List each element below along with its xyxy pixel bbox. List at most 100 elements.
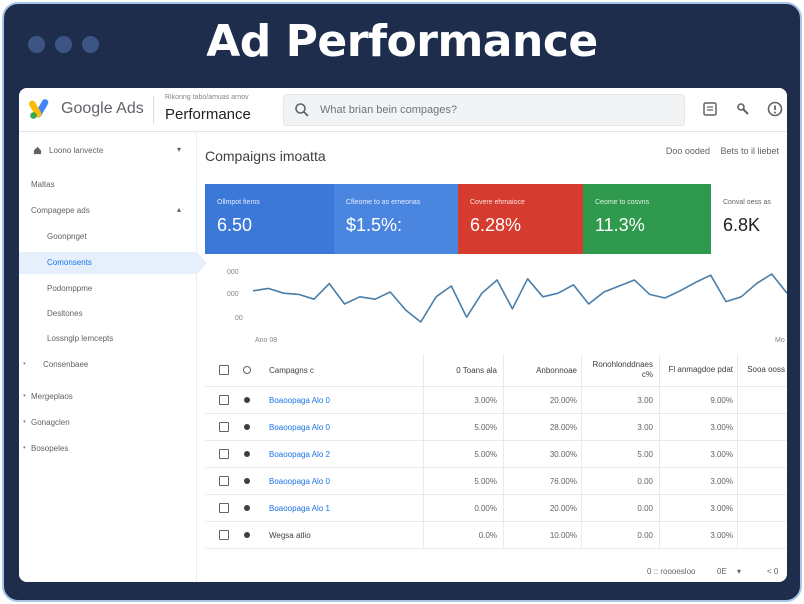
radio[interactable] xyxy=(243,366,251,374)
page-title: Performance xyxy=(165,106,251,123)
table-row[interactable]: Boaoopaga Alo 0 3.00% 20.00% 3.00 9.00% xyxy=(205,387,787,414)
column-divider xyxy=(581,414,582,440)
google-ads-logo-icon xyxy=(29,99,49,119)
help-icon[interactable] xyxy=(767,101,783,117)
metric-tiles: Ollmpot fiems 6.50 Cfleome to as erneona… xyxy=(205,184,787,254)
metric-tile[interactable]: Cfleome to as erneonas $1.5%: xyxy=(334,184,458,254)
row-checkbox-cell[interactable] xyxy=(219,414,229,440)
row-checkbox-cell[interactable] xyxy=(219,387,229,413)
search-input[interactable] xyxy=(320,101,660,119)
metric-value: 6.28% xyxy=(470,215,522,235)
status-radio[interactable] xyxy=(243,354,251,386)
column-divider xyxy=(423,468,424,494)
sidebar-item-bosopeles[interactable]: • Bosopeles xyxy=(19,438,197,460)
checkbox[interactable] xyxy=(219,422,229,432)
column-divider xyxy=(581,468,582,494)
metric-tile[interactable]: Covere ehmaioce 6.28% xyxy=(458,184,583,254)
sidebar-item-maltas[interactable]: Maltas xyxy=(19,174,197,196)
search-icon[interactable] xyxy=(294,102,310,118)
metric-tile[interactable]: Conval oess as 6.8K xyxy=(711,184,787,254)
table-row[interactable]: Boaoopaga Alo 0 5.00% 76.00% 0.00 3.00% xyxy=(205,468,787,495)
page-size-select[interactable]: 0E xyxy=(717,567,727,576)
select-all-checkbox[interactable] xyxy=(219,354,229,386)
metric-tile[interactable]: Ollmpot fiems 6.50 xyxy=(205,184,334,254)
sidebar-item-goonpnget[interactable]: Goonpnget xyxy=(19,226,197,248)
sidebar-item-mergeplaos[interactable]: • Mergeplaos xyxy=(19,386,197,408)
breadcrumb[interactable]: Rikonng tabo/amuas arnov xyxy=(165,94,249,101)
table-row[interactable]: Boaoopaga Alo 0 5.00% 28.00% 3.00 3.00% xyxy=(205,414,787,441)
column-divider xyxy=(737,414,738,440)
sidebar-item-campaigns-ads[interactable]: Compagepe ads ▴ xyxy=(19,200,197,222)
metric-label: Ceome to cosvns xyxy=(595,199,650,206)
status-dot-icon xyxy=(244,478,250,484)
campaign-name[interactable]: Boaoopaga Alo 0 xyxy=(269,422,330,432)
sidebar-item-desltones[interactable]: Desltones xyxy=(19,303,197,325)
table-cell: 3.00% xyxy=(710,503,733,513)
metric-value: 11.3% xyxy=(595,215,645,235)
table-row[interactable]: Wegsa atlio 0.0% 10.00% 0.00 3.00% xyxy=(205,522,787,549)
metric-label: Conval oess as xyxy=(723,199,771,206)
table-cell: 20.00% xyxy=(549,395,577,405)
bullet-icon: • xyxy=(23,417,26,426)
sidebar-item-gonagclen[interactable]: • Gonagclen xyxy=(19,412,197,434)
chevron-down-icon[interactable]: ▾ xyxy=(176,145,181,154)
status-dot-icon xyxy=(244,397,250,403)
row-checkbox-cell[interactable] xyxy=(219,441,229,467)
chevron-down-icon[interactable]: ▾ xyxy=(737,567,742,576)
table-cell: 20.00% xyxy=(549,503,577,513)
column-header[interactable]: Ronohlonddnaes c% xyxy=(592,360,654,379)
report-icon[interactable] xyxy=(702,101,718,117)
table-cell: 0.00 xyxy=(637,476,653,486)
table-row[interactable]: Boaoopaga Alo 1 0.00% 20.00% 0.00 3.00% xyxy=(205,495,787,522)
row-checkbox-cell[interactable] xyxy=(219,468,229,494)
column-header[interactable]: Fl anmagdoe pdat xyxy=(668,365,734,374)
row-checkbox-cell[interactable] xyxy=(219,522,229,548)
section-title: Compaigns imoatta xyxy=(205,148,326,164)
sidebar-item-label: Compagepe ads xyxy=(31,206,90,215)
sidebar-item-lossnglp[interactable]: Lossnglp lemcepts xyxy=(19,328,197,350)
row-checkbox-cell[interactable] xyxy=(219,495,229,521)
column-divider xyxy=(581,354,582,386)
column-header[interactable]: 0 Toans ala xyxy=(456,365,497,375)
tools-icon[interactable] xyxy=(735,101,751,117)
checkbox[interactable] xyxy=(219,476,229,486)
table-row[interactable]: Boaoopaga Alo 2 5.00% 30.00% 5.00 3.00% xyxy=(205,441,787,468)
column-divider xyxy=(659,414,660,440)
checkbox[interactable] xyxy=(219,449,229,459)
metric-tile[interactable]: Ceome to cosvns 11.3% xyxy=(583,184,711,254)
performance-line-chart: 000 000 00 Ano 08 Mo xyxy=(227,269,787,344)
column-header[interactable]: Anbonnoae xyxy=(536,365,577,375)
status-dot-icon xyxy=(244,424,250,430)
campaign-name[interactable]: Boaoopaga Alo 2 xyxy=(269,449,330,459)
table-cell: 5.00% xyxy=(474,476,497,486)
campaign-name[interactable]: Boaoopaga Alo 1 xyxy=(269,503,330,513)
search-bar[interactable] xyxy=(283,94,685,126)
sidebar-item-podomppme[interactable]: Podomppme xyxy=(19,278,197,300)
campaign-name[interactable]: Boaoopaga Alo 0 xyxy=(269,476,330,486)
y-tick-label: 00 xyxy=(235,315,243,322)
column-divider xyxy=(659,441,660,467)
sidebar-item-label: Desltones xyxy=(47,309,83,318)
checkbox[interactable] xyxy=(219,530,229,540)
header-link[interactable]: Doo ooded xyxy=(665,146,710,156)
column-divider xyxy=(737,468,738,494)
checkbox[interactable] xyxy=(219,503,229,513)
column-header[interactable]: Campagns c xyxy=(269,365,314,375)
brand-name[interactable]: Google Ads xyxy=(61,100,144,117)
sidebar-item-comonsents[interactable]: Comonsents xyxy=(19,252,207,274)
metric-label: Cfleome to as erneonas xyxy=(346,199,421,206)
campaign-name[interactable]: Boaoopaga Alo 0 xyxy=(269,395,330,405)
sidebar-item-label: Gonagclen xyxy=(31,418,70,427)
pagination-label: 0 :: roooesloo xyxy=(647,567,696,576)
sidebar-item-overview[interactable]: Loono lanvecte ▾ xyxy=(19,140,197,162)
column-divider xyxy=(423,387,424,413)
sidebar-item-consenbaee[interactable]: • Consenbaee xyxy=(19,354,197,376)
header-links: Doo ooded Bets to il liebet xyxy=(658,146,779,156)
pagination-nav[interactable]: < 0 xyxy=(767,567,779,576)
checkbox[interactable] xyxy=(219,395,229,405)
sidebar-item-label: Maltas xyxy=(31,180,55,189)
checkbox[interactable] xyxy=(219,365,229,375)
chevron-up-icon[interactable]: ▴ xyxy=(176,205,181,214)
header-link[interactable]: Bets to il liebet xyxy=(720,146,779,156)
column-header[interactable]: Sooa ooss xyxy=(747,365,785,374)
